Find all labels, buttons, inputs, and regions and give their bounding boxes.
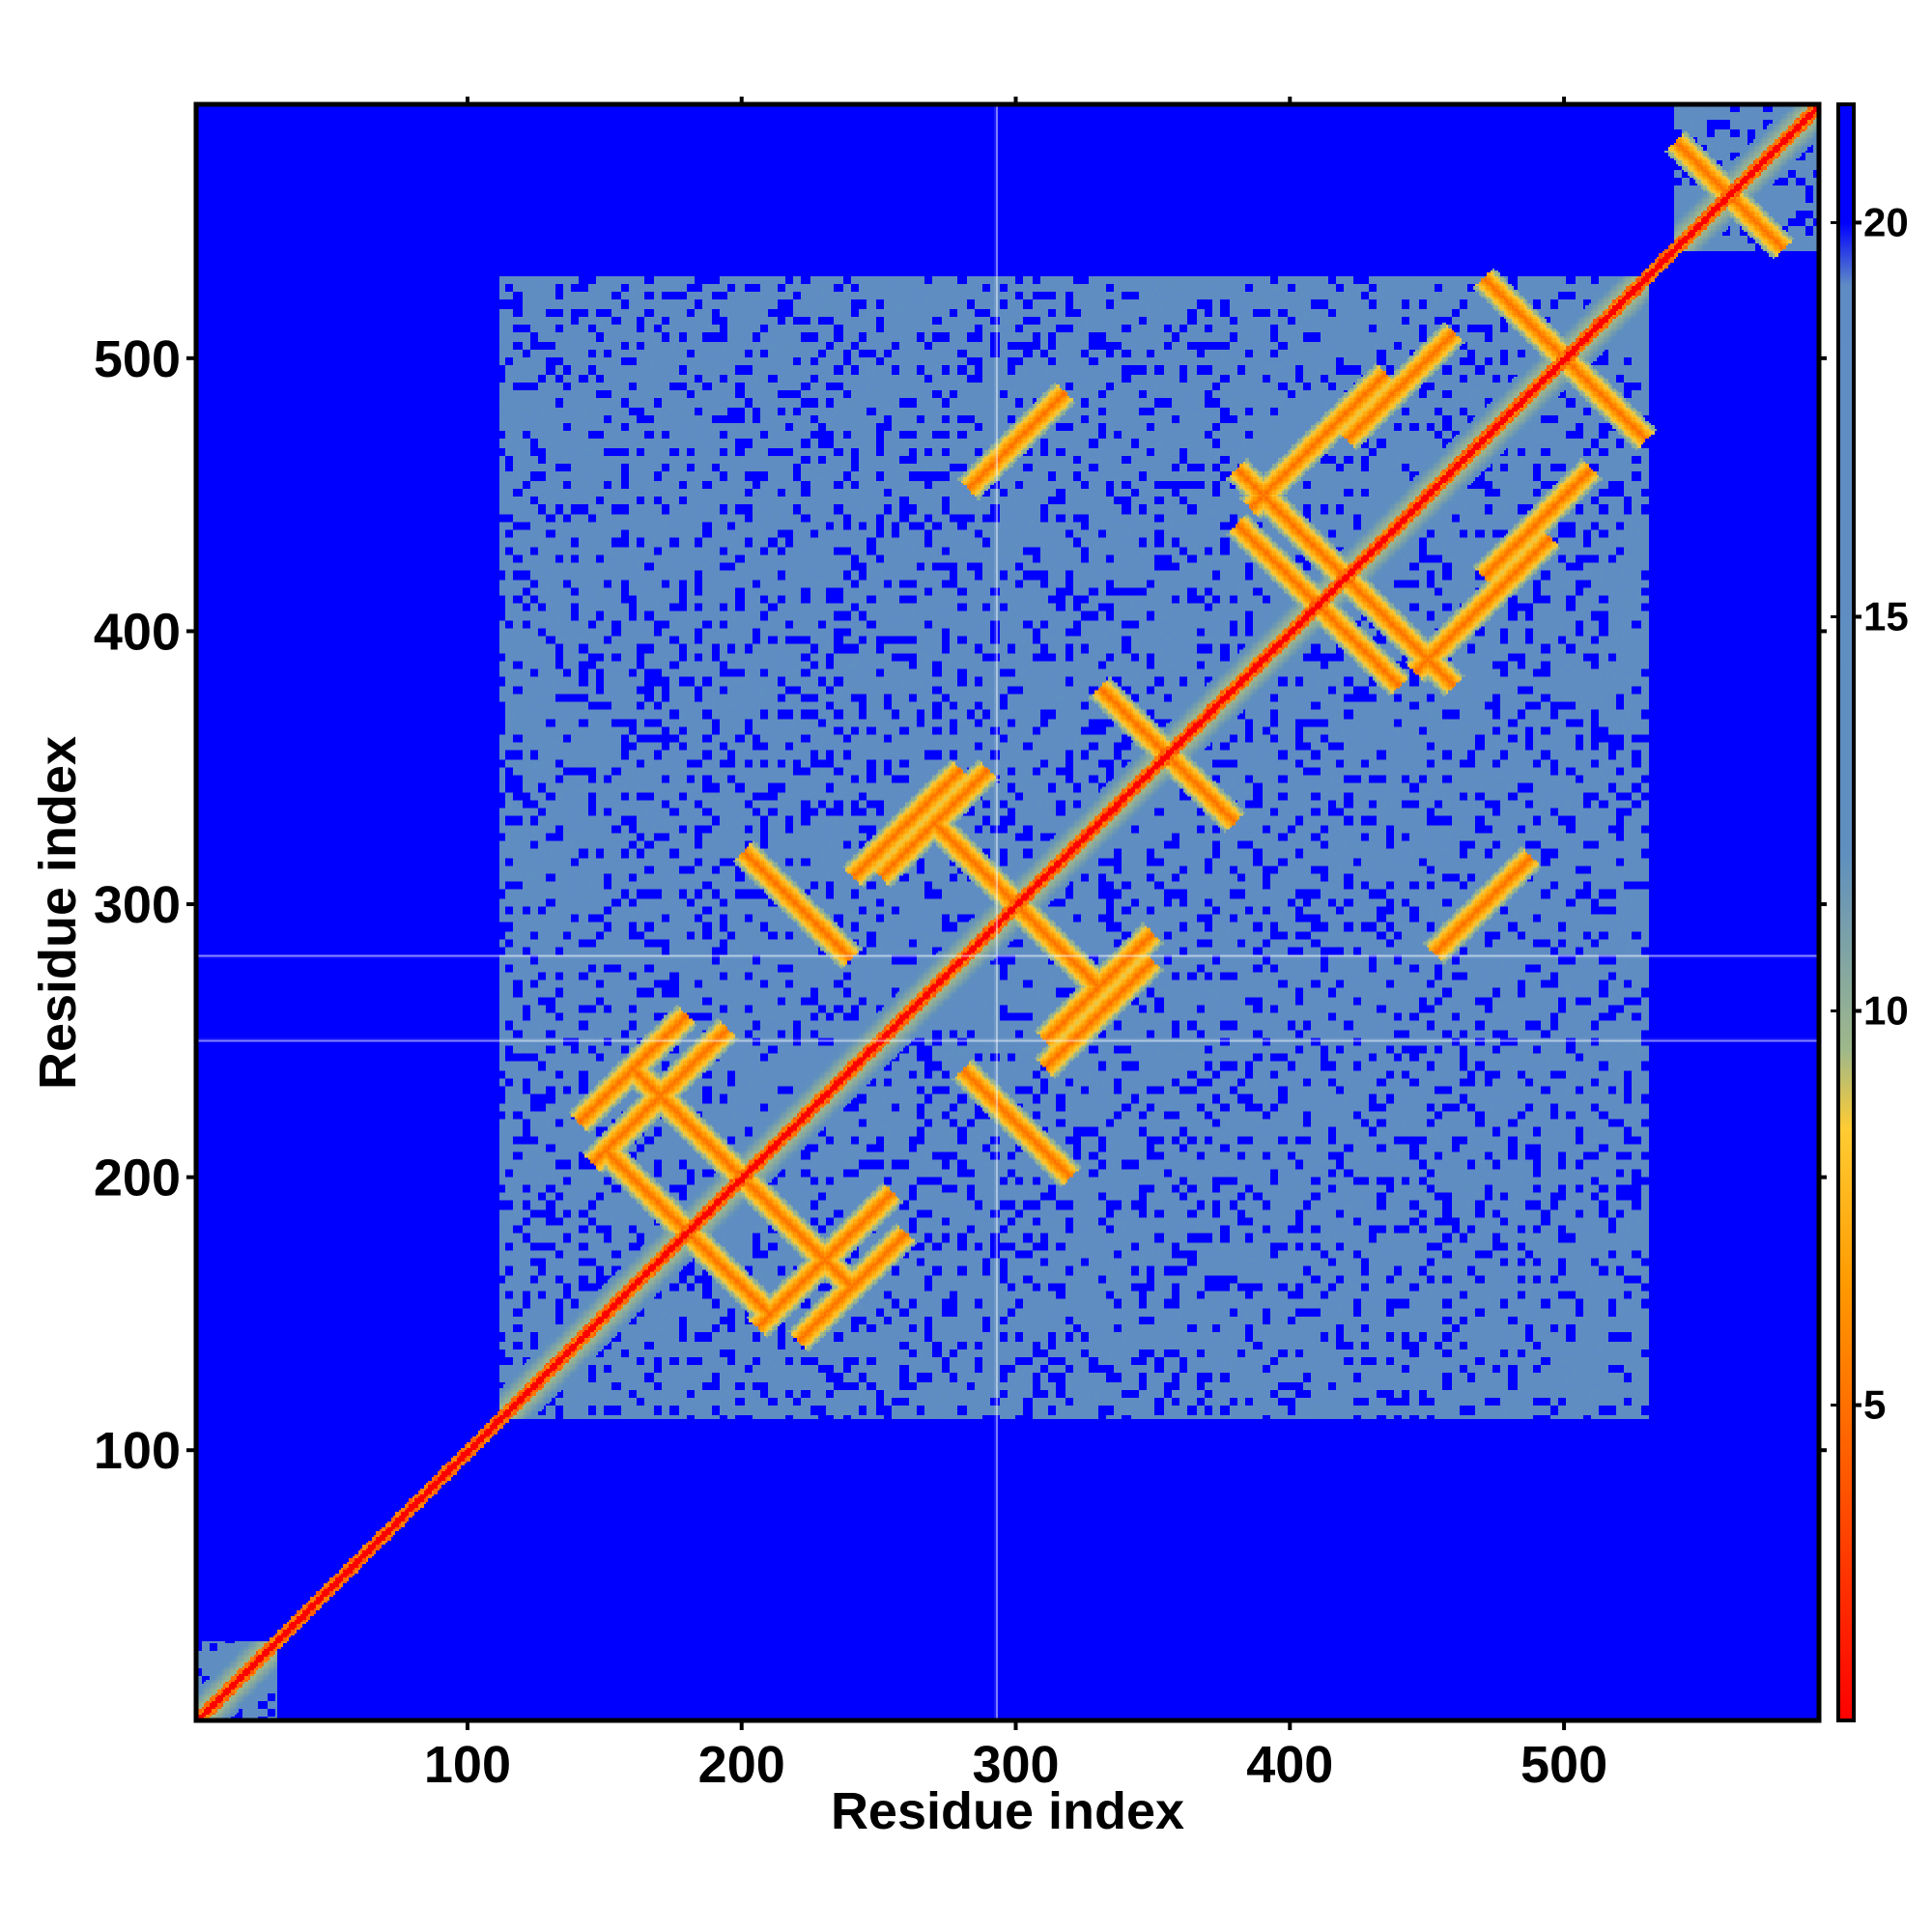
y-tick-label: 400 xyxy=(94,603,181,661)
colorbar-ticks: 5 10 15 20 xyxy=(1831,199,1909,1428)
colorbar xyxy=(1836,102,1856,1722)
y-axis: 100 200 300 400 500 xyxy=(94,330,196,1480)
colorbar-tick-label: 10 xyxy=(1863,988,1909,1034)
y-tick-label: 200 xyxy=(94,1150,181,1208)
colorbar-tick-label: 15 xyxy=(1863,593,1909,639)
x-tick-label: 300 xyxy=(972,1736,1059,1794)
right-axis-ticks xyxy=(1819,355,1827,1453)
y-tick-label: 500 xyxy=(94,330,181,388)
x-tick-label: 500 xyxy=(1520,1736,1607,1794)
colorbar-tick-label: 20 xyxy=(1863,199,1909,244)
top-axis-ticks xyxy=(465,97,1567,104)
x-tick-label: 100 xyxy=(424,1736,511,1794)
y-tick-label: 300 xyxy=(94,876,181,934)
x-axis: 100 200 300 400 500 xyxy=(424,1720,1607,1794)
heatmap-image xyxy=(196,104,1819,1720)
y-tick-label: 100 xyxy=(94,1422,181,1480)
x-axis-title: Residue index xyxy=(831,1782,1184,1840)
x-tick-label: 200 xyxy=(698,1736,785,1794)
plot-frame xyxy=(193,101,1822,1723)
y-axis-title: Residue index xyxy=(29,736,87,1090)
x-tick-label: 400 xyxy=(1246,1736,1333,1794)
colorbar-tick-label: 5 xyxy=(1863,1382,1886,1428)
